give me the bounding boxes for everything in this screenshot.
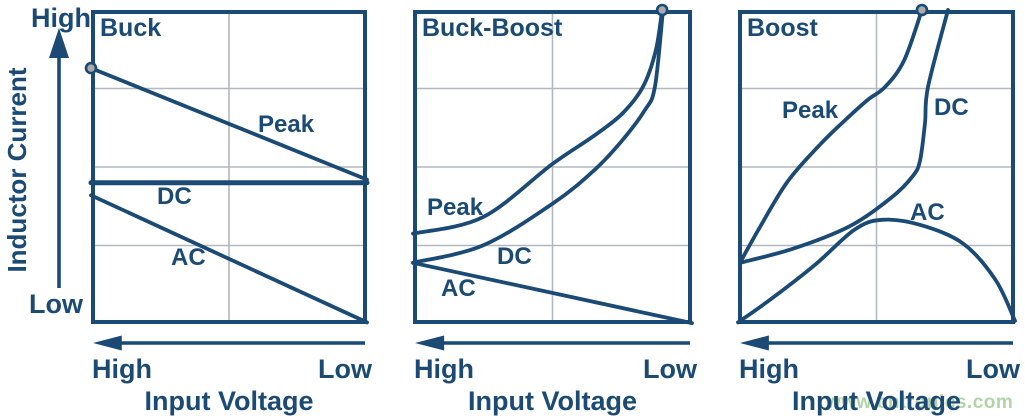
- x-axis-low-label: Low: [643, 354, 697, 384]
- series-label-peak: Peak: [782, 97, 839, 124]
- dc-curve: [411, 8, 665, 265]
- series-label-peak: Peak: [427, 194, 484, 221]
- series-label-ac: AC: [171, 244, 206, 271]
- x-axis-low-label: Low: [318, 354, 372, 384]
- x-axis-low-label: Low: [966, 354, 1020, 384]
- buck-chart: [84, 10, 370, 325]
- series-label-dc: DC: [497, 243, 532, 270]
- ac-curve: [89, 193, 369, 325]
- plot-border: [413, 10, 692, 324]
- x-axis-title: Input Voltage: [468, 386, 637, 416]
- panel-title-boost: Boost: [747, 14, 818, 42]
- buck-boost-chart: [411, 3, 694, 325]
- y-axis: High Inductor Current Low: [0, 0, 91, 420]
- peak-curve: [738, 8, 924, 265]
- buck-plot-area: Buck Peak DC AC: [84, 10, 370, 325]
- y-axis-high-label: High: [31, 3, 91, 33]
- y-axis-title: Inductor Current: [2, 67, 32, 273]
- x-axis-arrow-icon: [739, 335, 1014, 351]
- y-axis-arrow-icon: [49, 28, 69, 288]
- panel-title-buck: Buck: [100, 14, 162, 42]
- boost-chart: [736, 3, 1017, 325]
- ac-curve: [736, 217, 1017, 325]
- x-axis-arrow-icon: [92, 335, 366, 351]
- x-axis-high-label: High: [739, 354, 799, 384]
- buck-boost-plot-area: Buck-Boost Peak DC AC: [411, 3, 694, 325]
- curve-endpoint-marker: [84, 61, 98, 75]
- panel-buck: Buck Peak DC AC High Low Input Voltage: [84, 0, 372, 420]
- curve-endpoint-marker: [655, 3, 669, 17]
- y-axis-low-label: Low: [29, 289, 83, 319]
- panel-buck-boost: Buck-Boost Peak DC AC High Low Input Vol…: [411, 0, 697, 420]
- series-label-ac: AC: [441, 275, 476, 302]
- dc-curve: [738, 8, 950, 265]
- peak-curve: [411, 8, 664, 236]
- panel-boost: Boost Peak DC AC High Low Input Voltage: [736, 0, 1020, 420]
- series-label-dc: DC: [157, 183, 192, 210]
- x-axis-high-label: High: [92, 354, 152, 384]
- boost-plot-area: Boost Peak DC AC: [736, 3, 1017, 325]
- x-axis-arrow-icon: [415, 335, 690, 351]
- series-label-ac: AC: [910, 199, 945, 226]
- ac-curve: [411, 260, 694, 325]
- panel-title-buck-boost: Buck-Boost: [422, 14, 563, 42]
- series-label-peak: Peak: [258, 111, 315, 138]
- plot-border: [738, 10, 1015, 324]
- plot-border: [91, 10, 367, 324]
- curve-endpoint-marker: [915, 3, 929, 17]
- watermark: www.cntronics.com: [826, 392, 1014, 413]
- x-axis-title: Input Voltage: [792, 386, 961, 416]
- x-axis-title: Input Voltage: [144, 386, 314, 416]
- x-axis-high-label: High: [414, 354, 474, 384]
- peak-curve: [89, 66, 369, 182]
- series-label-dc: DC: [934, 94, 969, 121]
